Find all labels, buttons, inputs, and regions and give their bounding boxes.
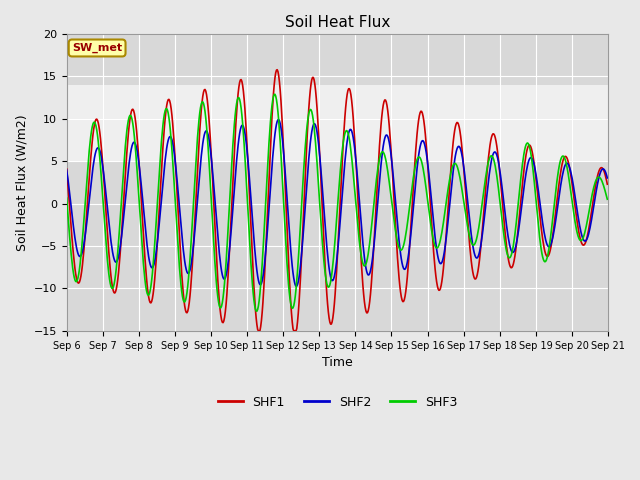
SHF3 — [212, 269, 220, 275]
SHF1 — [255, 328, 262, 334]
SHF1 — [63, 166, 70, 172]
SHF1 — [404, 265, 412, 271]
SHF3 — [604, 196, 611, 202]
SHF1 — [72, 275, 80, 281]
SHF2 — [604, 175, 611, 181]
Y-axis label: Soil Heat Flux (W/m2): Soil Heat Flux (W/m2) — [15, 114, 28, 251]
X-axis label: Time: Time — [322, 356, 353, 369]
SHF1 — [420, 118, 428, 124]
Line: SHF3: SHF3 — [67, 94, 607, 311]
SHF1 — [212, 237, 220, 243]
SHF3 — [128, 117, 136, 122]
SHF3 — [404, 216, 412, 222]
SHF2 — [292, 283, 300, 289]
SHF3 — [183, 290, 191, 296]
Text: SW_met: SW_met — [72, 43, 122, 53]
Bar — [67, 85, 608, 161]
SHF2 — [212, 205, 220, 211]
SHF1 — [128, 107, 136, 112]
SHF1 — [183, 310, 191, 316]
SHF2 — [63, 167, 70, 173]
SHF2 — [128, 143, 136, 149]
SHF3 — [253, 308, 260, 314]
Line: SHF1: SHF1 — [67, 70, 607, 331]
SHF3 — [420, 170, 428, 176]
SHF2 — [183, 269, 191, 275]
SHF1 — [604, 181, 611, 187]
Title: Soil Heat Flux: Soil Heat Flux — [285, 15, 390, 30]
SHF3 — [271, 91, 279, 97]
SHF2 — [275, 117, 282, 122]
Legend: SHF1, SHF2, SHF3: SHF1, SHF2, SHF3 — [212, 391, 462, 413]
SHF2 — [420, 139, 428, 145]
SHF2 — [72, 244, 80, 250]
SHF1 — [273, 67, 281, 72]
SHF2 — [404, 255, 412, 261]
SHF3 — [63, 195, 70, 201]
SHF3 — [72, 279, 80, 285]
Line: SHF2: SHF2 — [67, 120, 607, 286]
